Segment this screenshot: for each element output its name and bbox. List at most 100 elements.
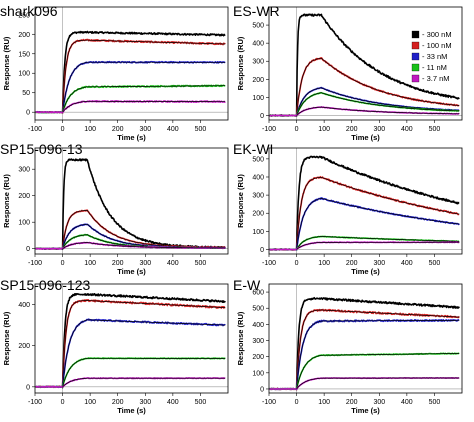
series-fit-line-4	[62, 85, 226, 113]
series-fit-line-5	[62, 100, 226, 113]
series-fit-line-1	[296, 14, 460, 116]
legend-swatch	[411, 74, 420, 83]
x-tick-label: 100	[318, 399, 330, 406]
y-tick-label: 400	[252, 174, 264, 181]
sensorgram-panel-5: SP15-096-123 -100 0 100 200 300 400 500 0 200 400 T…	[0, 277, 229, 415]
series-fit-line-5	[296, 241, 460, 250]
x-tick-label: 100	[318, 260, 330, 267]
y-tick-label: 600	[252, 290, 264, 297]
y-axis-label: Response (RU)	[2, 36, 11, 90]
plot-frame	[268, 283, 463, 394]
x-tick-label: 100	[84, 260, 96, 267]
x-tick-label: 0	[61, 260, 65, 267]
x-axis-label: Time (s)	[351, 133, 380, 142]
series-fit-line-4	[62, 357, 226, 387]
x-tick-label: 300	[139, 126, 151, 133]
x-tick-label: 0	[61, 399, 65, 406]
series-fit-line-3	[296, 198, 460, 250]
y-tick-label: 0	[260, 247, 264, 254]
y-tick-label: 50	[22, 90, 30, 97]
x-tick-label: 400	[167, 260, 179, 267]
panel-title: SP15-096-123	[0, 277, 91, 293]
series-fit-line-1	[296, 156, 460, 250]
x-tick-label: 200	[346, 260, 358, 267]
legend-swatch	[411, 30, 420, 39]
plot-frame	[268, 6, 463, 121]
y-tick-label: 200	[252, 354, 264, 361]
series-fit-line-4	[296, 353, 460, 390]
series-fit-line-5	[296, 106, 460, 116]
series-fit-line-2	[62, 39, 226, 113]
y-tick-label: 0	[26, 384, 30, 391]
y-axis-label: Response (RU)	[236, 36, 245, 90]
x-tick-label: 300	[373, 399, 385, 406]
x-tick-label: 200	[112, 399, 124, 406]
y-axis-label: Response (RU)	[2, 174, 11, 228]
series-fit-line-2	[62, 300, 226, 387]
legend-entry: - 100 nM	[422, 41, 452, 50]
y-tick-label: 100	[18, 71, 30, 78]
panel-title: E-W	[233, 277, 261, 293]
legend-entry: - 11 nM	[422, 63, 447, 72]
x-tick-label: 500	[195, 399, 207, 406]
x-tick-label: -100	[262, 399, 276, 406]
series-fit-line-3	[62, 61, 226, 113]
x-tick-label: 300	[373, 260, 385, 267]
x-tick-label: 100	[84, 126, 96, 133]
x-tick-label: 300	[139, 260, 151, 267]
x-tick-label: 0	[295, 126, 299, 133]
sensorgram-panel-4: EK-WI -100 0 100 200 300 400 500 0 100 200 300 400 50…	[233, 141, 463, 276]
plot-frame	[34, 147, 229, 255]
y-tick-label: 100	[252, 95, 264, 102]
y-tick-label: 200	[18, 32, 30, 39]
legend-entry: - 300 nM	[422, 30, 452, 39]
x-tick-label: 100	[84, 399, 96, 406]
x-tick-label: 200	[112, 126, 124, 133]
y-tick-label: 400	[252, 322, 264, 329]
x-tick-label: -100	[28, 260, 42, 267]
plot-frame	[34, 6, 229, 121]
plot-frame	[268, 147, 463, 255]
series-fit-line-3	[62, 319, 226, 387]
y-tick-label: 100	[252, 370, 264, 377]
x-axis-label: Time (s)	[351, 406, 380, 415]
x-tick-label: -100	[262, 260, 276, 267]
x-tick-label: 200	[346, 399, 358, 406]
x-tick-label: 0	[61, 126, 65, 133]
series-fit-line-3	[296, 319, 460, 390]
series-fit-line-5	[296, 377, 460, 390]
y-tick-label: 0	[260, 113, 264, 120]
x-tick-label: 400	[167, 126, 179, 133]
y-tick-label: 0	[260, 386, 264, 393]
legend: - 300 nM - 100 nM - 33 nM - 11 nM - 3.7 nM	[411, 30, 452, 83]
x-tick-label: -100	[262, 126, 276, 133]
series-fit-line-2	[296, 176, 460, 250]
x-axis-label: Time (s)	[117, 133, 146, 142]
y-tick-label: 500	[252, 306, 264, 313]
series-fit-line-3	[296, 87, 460, 116]
x-axis-label: Time (s)	[117, 406, 146, 415]
series-fit-line-4	[296, 236, 460, 250]
series-fit-line-4	[296, 92, 460, 116]
x-axis-label: Time (s)	[351, 267, 380, 276]
x-tick-label: 100	[318, 126, 330, 133]
x-tick-label: 300	[139, 399, 151, 406]
legend-entry: - 3.7 nM	[422, 74, 450, 83]
y-tick-label: 0	[26, 246, 30, 253]
y-tick-label: 300	[252, 338, 264, 345]
y-tick-label: 400	[252, 41, 264, 48]
panel-title: SP15-096-13	[0, 141, 83, 157]
x-tick-label: 500	[429, 126, 441, 133]
sensorgram-panel-2: ES-WR -100 0 100 200 300 400 500 0 100 200 300 400 50…	[233, 3, 463, 142]
y-tick-label: 400	[18, 302, 30, 309]
y-tick-label: 200	[18, 193, 30, 200]
x-tick-label: 400	[401, 126, 413, 133]
x-tick-label: 400	[167, 399, 179, 406]
y-tick-label: 500	[252, 23, 264, 30]
y-tick-label: 300	[18, 167, 30, 174]
x-tick-label: 400	[401, 399, 413, 406]
y-tick-label: 200	[18, 343, 30, 350]
series-fit-line-1	[62, 31, 226, 113]
x-tick-label: -100	[28, 399, 42, 406]
panel-title: EK-WI	[233, 141, 273, 157]
